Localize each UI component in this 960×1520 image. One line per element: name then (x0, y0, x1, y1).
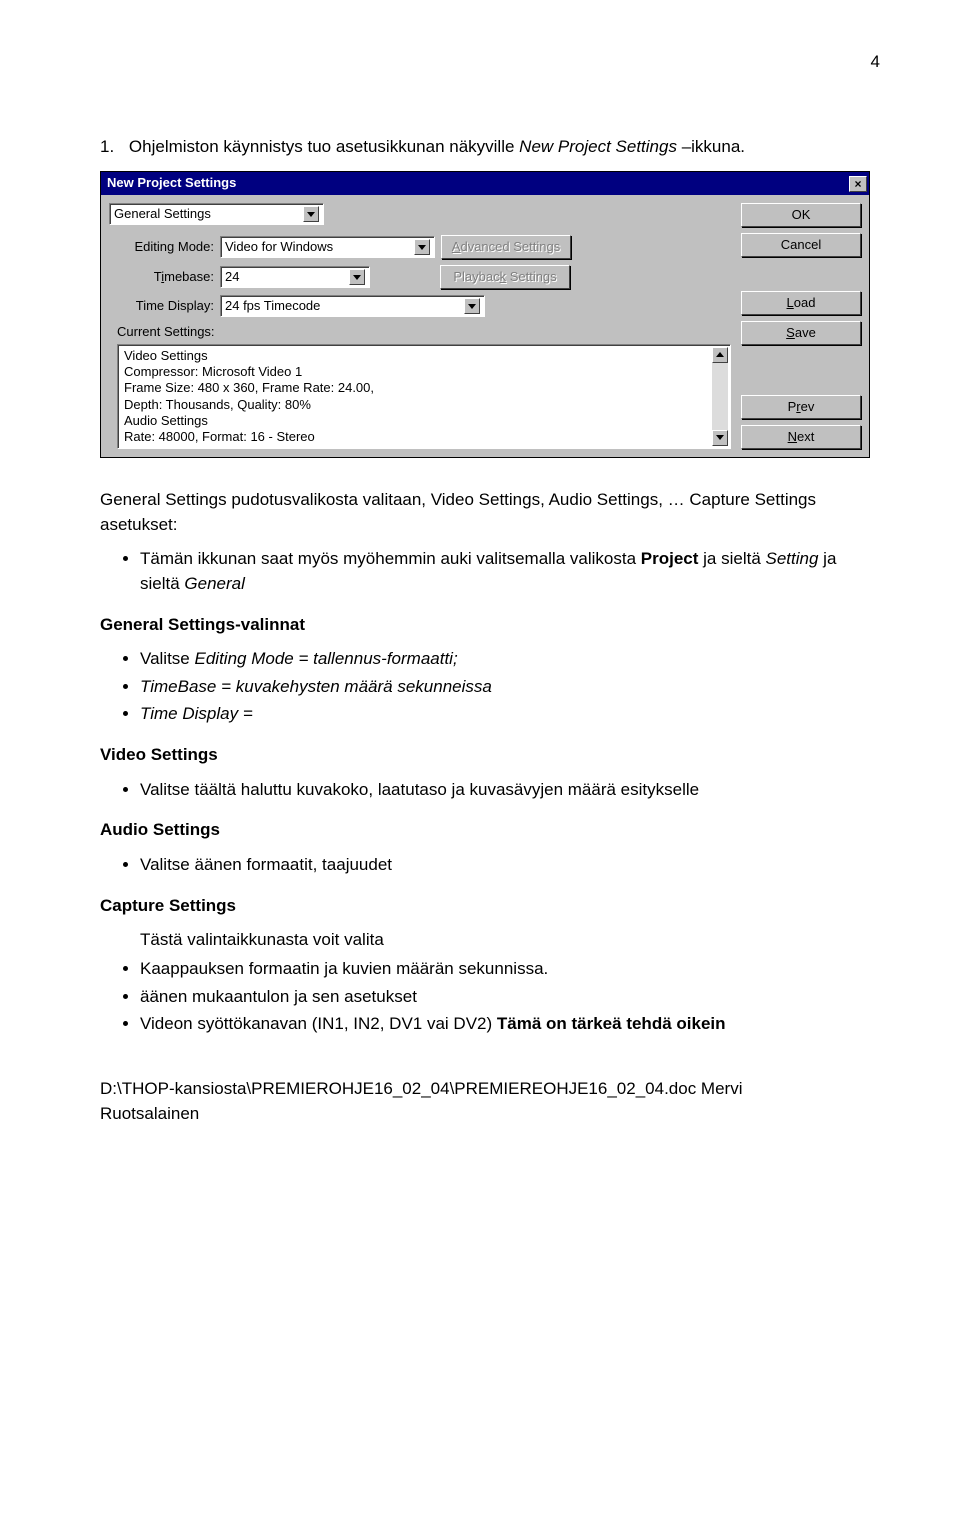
time-display-select[interactable]: 24 fps Timecode (220, 295, 485, 317)
timebase-select[interactable]: 24 (220, 266, 370, 288)
current-settings-textbox: Video Settings Compressor: Microsoft Vid… (117, 344, 731, 449)
editing-mode-label: Editing Mode: (109, 238, 214, 257)
chevron-down-icon[interactable] (349, 269, 365, 285)
heading-capture: Capture Settings (100, 894, 880, 919)
intro-text-plain: Ohjelmiston käynnistys tuo asetusikkunan… (129, 137, 519, 156)
scroll-down-icon[interactable] (712, 430, 728, 446)
list-item: Valitse Editing Mode = tallennus-formaat… (140, 647, 880, 672)
bullet-list: Valitse äänen formaatit, taajuudet (100, 853, 880, 878)
editing-mode-value: Video for Windows (225, 238, 333, 257)
advanced-settings-button: Advanced Settings (441, 235, 571, 259)
list-item: äänen mukaantulon ja sen asetukset (140, 985, 880, 1010)
chevron-down-icon[interactable] (414, 239, 430, 255)
intro-text-after: –ikkuna. (677, 137, 745, 156)
textbox-line: Compressor: Microsoft Video 1 (124, 364, 708, 380)
paragraph: General Settings pudotusvalikosta valita… (100, 488, 880, 537)
list-item: Tämän ikkunan saat myös myöhemmin auki v… (140, 547, 880, 596)
bullet-list: Valitse täältä haluttu kuvakoko, laatuta… (100, 778, 880, 803)
list-item: Videon syöttökanavan (IN1, IN2, DV1 vai … (140, 1012, 880, 1037)
timebase-value: 24 (225, 268, 239, 287)
footer: D:\THOP-kansiosta\PREMIEROHJE16_02_04\PR… (100, 1077, 880, 1126)
textbox-line: Rate: 48000, Format: 16 - Stereo (124, 429, 708, 445)
save-button[interactable]: Save (741, 321, 861, 345)
heading-audio: Audio Settings (100, 818, 880, 843)
time-display-label: Time Display: (109, 297, 214, 316)
next-button[interactable]: Next (741, 425, 861, 449)
intro-paragraph: 1. Ohjelmiston käynnistys tuo asetusikku… (100, 135, 880, 160)
textbox-line: Video Settings (124, 348, 708, 364)
timebase-label: Timebase: (109, 268, 214, 287)
dialog-title: New Project Settings (107, 174, 236, 193)
scroll-up-icon[interactable] (712, 347, 728, 363)
chevron-down-icon[interactable] (303, 206, 319, 222)
bullet-list: Kaappauksen formaatin ja kuvien määrän s… (100, 957, 880, 1037)
bullet-list: Tämän ikkunan saat myös myöhemmin auki v… (100, 547, 880, 596)
close-icon[interactable]: × (849, 176, 867, 192)
list-item: Time Display = (140, 702, 880, 727)
list-item: Valitse täältä haluttu kuvakoko, laatuta… (140, 778, 880, 803)
list-item: TimeBase = kuvakehysten määrä sekunneiss… (140, 675, 880, 700)
textbox-line: Depth: Thousands, Quality: 80% (124, 397, 708, 413)
heading-video: Video Settings (100, 743, 880, 768)
textbox-line: Frame Size: 480 x 360, Frame Rate: 24.00… (124, 380, 708, 396)
load-button[interactable]: Load (741, 291, 861, 315)
bullet-list: Valitse Editing Mode = tallennus-formaat… (100, 647, 880, 727)
textbox-line: Audio Settings (124, 413, 708, 429)
intro-number: 1. (100, 137, 114, 156)
current-settings-label: Current Settings: (117, 323, 731, 342)
time-display-value: 24 fps Timecode (225, 297, 320, 316)
settings-tab-select[interactable]: General Settings (109, 203, 324, 225)
playback-settings-button: Playback Settings (440, 265, 570, 289)
new-project-settings-dialog: New Project Settings × General Settings … (100, 171, 870, 458)
page-number: 4 (100, 50, 880, 75)
editing-mode-select[interactable]: Video for Windows (220, 236, 435, 258)
dialog-titlebar: New Project Settings × (101, 172, 869, 195)
prev-button[interactable]: Prev (741, 395, 861, 419)
footer-line: D:\THOP-kansiosta\PREMIEROHJE16_02_04\PR… (100, 1077, 880, 1102)
cancel-button[interactable]: Cancel (741, 233, 861, 257)
ok-button[interactable]: OK (741, 203, 861, 227)
paragraph: Tästä valintaikkunasta voit valita (140, 928, 880, 953)
list-item: Kaappauksen formaatin ja kuvien määrän s… (140, 957, 880, 982)
scrollbar[interactable] (712, 347, 728, 446)
heading-general: General Settings-valinnat (100, 613, 880, 638)
list-item: Valitse äänen formaatit, taajuudet (140, 853, 880, 878)
footer-line: Ruotsalainen (100, 1102, 880, 1127)
chevron-down-icon[interactable] (464, 298, 480, 314)
intro-text-italic: New Project Settings (519, 137, 677, 156)
settings-tab-value: General Settings (114, 205, 211, 224)
